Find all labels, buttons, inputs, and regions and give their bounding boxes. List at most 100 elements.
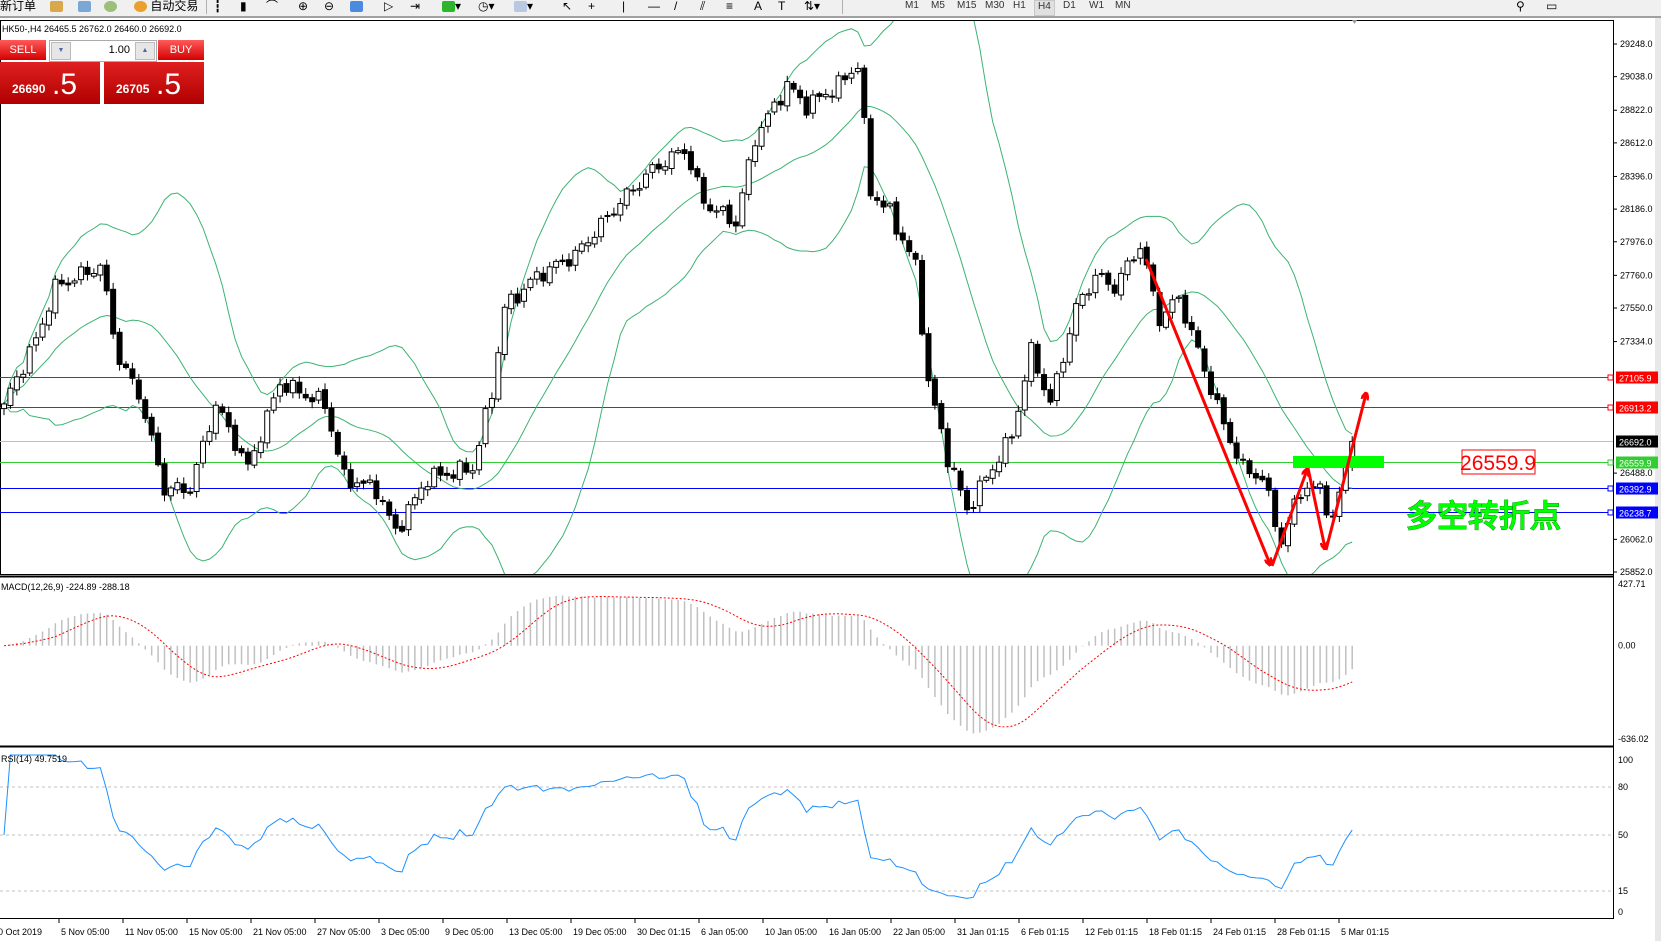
text-label-icon[interactable]: T [778,0,786,13]
candle-body [296,381,303,394]
trendline-icon[interactable]: / [674,0,678,13]
templates-icon[interactable]: ▾ [514,0,533,15]
chart-shift-marker-icon[interactable] [1352,20,1357,24]
candle-body [591,236,598,245]
chart-shift-icon[interactable]: ⇥ [410,0,421,13]
candle-body [437,466,444,476]
buy-price-button[interactable]: 26705 .5 [104,62,204,104]
timeframe-h1[interactable]: H1 [1013,0,1026,11]
right-scroll-edge[interactable] [1655,18,1661,941]
pivot-zone-rect[interactable] [1293,456,1384,468]
candle-body [1323,485,1330,516]
line-anchor-handle[interactable] [1607,404,1614,411]
horizontal-line-icon[interactable]: — [648,0,660,13]
volume-up-icon[interactable]: ▲ [135,42,155,60]
trend-arrows[interactable] [1144,258,1366,567]
candle-body [347,469,354,489]
new-order-button[interactable]: 新订单 [0,0,36,15]
candle-body [476,445,483,471]
candle-body [116,331,123,365]
candle-body [1073,303,1080,336]
fibonacci-icon[interactable]: ≡ [726,0,734,13]
time-tick-label: 5 Nov 05:00 [61,927,110,937]
bar-chart-icon[interactable]: ┇ [214,0,222,13]
candle-body [687,151,694,171]
timeframe-m1[interactable]: M1 [905,0,919,11]
candle-body [443,472,450,476]
candle-body [720,206,727,212]
rsi-tick-label: 15 [1618,886,1628,896]
crosshair-icon[interactable]: + [588,0,596,13]
candle-body [842,75,849,81]
timeframe-w1[interactable]: W1 [1089,0,1104,11]
timeframe-d1[interactable]: D1 [1063,0,1076,11]
up-arrow[interactable] [1324,394,1366,551]
periods-icon[interactable]: ◷▾ [478,0,495,13]
timeframe-mn[interactable]: MN [1115,0,1131,11]
candle-body [938,403,945,430]
equidistant-channel-icon[interactable]: ⫽ [700,0,706,13]
candle-body [174,482,181,491]
zoom-in-icon[interactable]: ⊕ [298,0,309,13]
toolbar: 新订单 自动交易 ┇ ▮ ⌒ ⊕ ⊖ ▷ ⇥ ▾ ◷▾ ▾ ↖ + | — / … [0,0,1661,18]
tile-windows-icon[interactable] [350,0,363,15]
pivot-price-label-box[interactable] [1461,449,1536,475]
candle-body [604,214,611,218]
volume-down-icon[interactable]: ▼ [51,42,71,60]
candle-body [867,118,874,197]
timeframe-h4[interactable]: H4 [1034,0,1055,16]
candle-body [585,242,592,247]
line-chart-icon[interactable]: ⌒ [266,0,279,13]
down-arrow[interactable] [1306,467,1325,548]
candle-body [1137,248,1144,259]
candlestick-icon[interactable]: ▮ [240,0,247,13]
candle-body [1317,483,1324,489]
arrows-icon[interactable]: ⇅▾ [804,0,821,13]
vertical-line-icon[interactable]: | [622,0,626,13]
timeframe-m30[interactable]: M30 [985,0,1005,11]
candle-body [1252,472,1259,479]
buy-button[interactable]: BUY [158,40,204,60]
volume-stepper[interactable]: ▼ ▲ [49,40,157,62]
up-arrow[interactable] [1270,470,1307,567]
line-anchor-handle[interactable] [1607,509,1614,516]
pivot-text[interactable]: 多空转折点 [1406,499,1562,536]
candle-body [456,460,463,480]
indicators-icon[interactable]: ▾ [442,0,461,15]
time-tick-label: 6 Jan 05:00 [701,927,748,937]
line-anchor-handle[interactable] [1607,485,1614,492]
search-icon[interactable]: ⚲ [1516,0,1525,13]
candle-body [1265,477,1272,491]
timeframe-m15[interactable]: M15 [957,0,977,11]
macd-label: MACD(12,26,9) -224.89 -288.18 [1,582,130,592]
line-anchor-handle[interactable] [1607,459,1614,466]
signals-icon[interactable] [104,0,117,15]
candle-body [180,483,187,493]
candle-body [565,259,572,267]
rsi-line [3,754,1353,899]
sell-price-button[interactable]: 26690 .5 [0,62,100,104]
timeframe-m5[interactable]: M5 [931,0,945,11]
rsi-tick-label: 50 [1618,830,1628,840]
price-tick-label: 25852.0 [1620,567,1653,577]
candle-body [360,480,367,484]
rsi-pane [0,754,1613,899]
candle-body [482,408,489,445]
candle-body [694,168,701,178]
candle-body [675,150,682,154]
candle-body [1240,458,1247,461]
resistance-price-tag-text: 26913.2 [1619,404,1652,414]
volume-input[interactable] [72,42,130,57]
auto-trading-button[interactable]: 自动交易 [134,0,198,15]
sell-button[interactable]: SELL [0,40,46,60]
tools-icon[interactable] [50,0,63,15]
line-anchor-handle[interactable] [1607,374,1614,381]
cursor-icon[interactable]: ↖ [562,0,573,13]
down-arrow[interactable] [1144,258,1270,564]
chat-icon[interactable]: ▭ [1546,0,1558,13]
autoscroll-icon[interactable]: ▷ [384,0,394,13]
zoom-out-icon[interactable]: ⊖ [324,0,335,13]
text-icon[interactable]: A [754,0,763,13]
history-icon[interactable] [78,0,91,15]
